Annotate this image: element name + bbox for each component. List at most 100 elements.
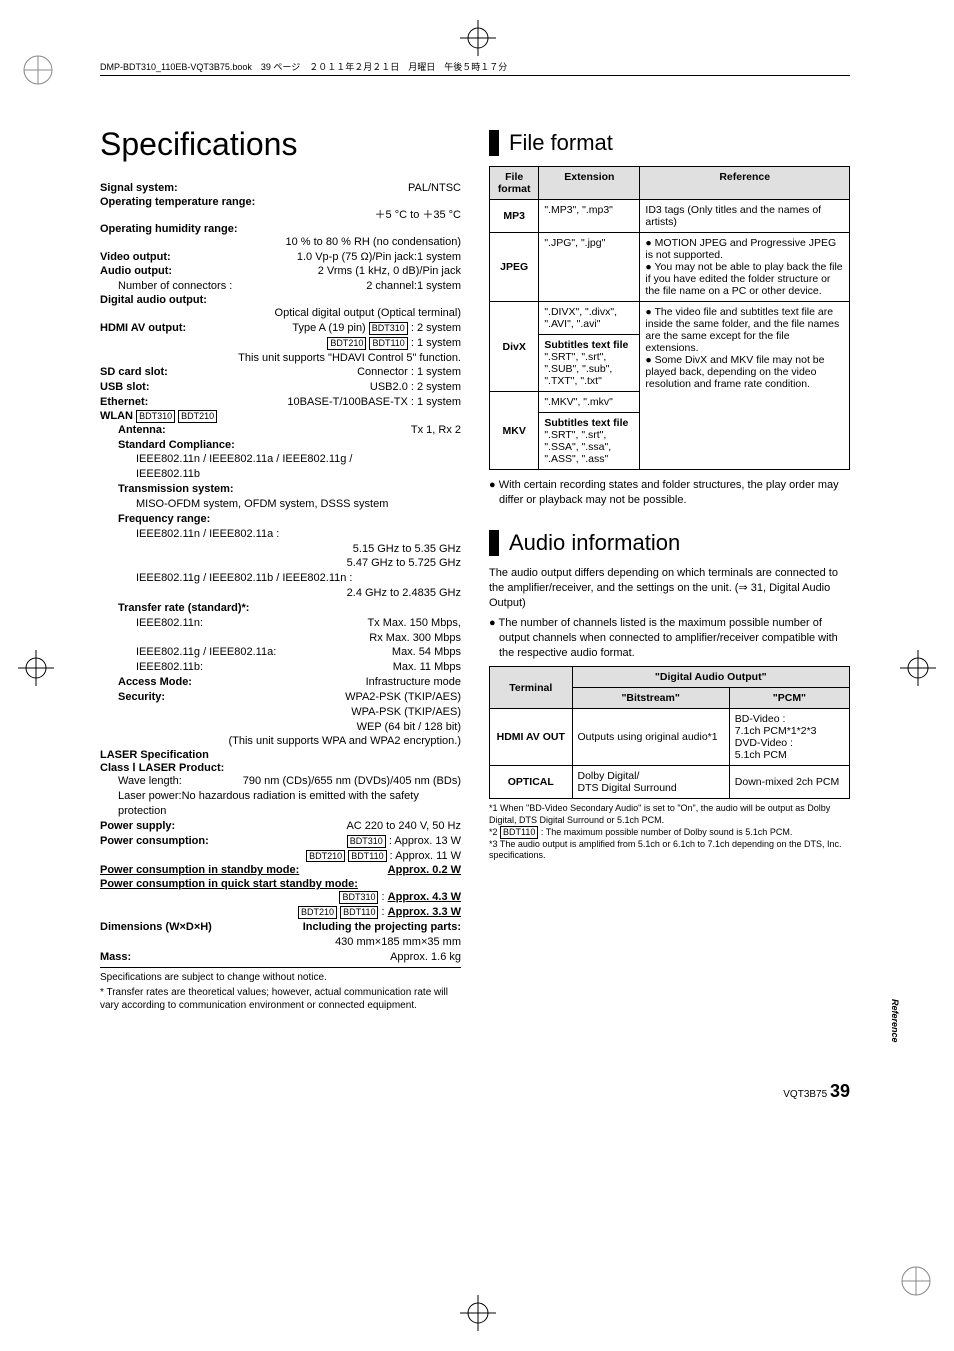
audio-out-label: Audio output: [100, 264, 172, 279]
ff-mkv-fmt: MKV [490, 392, 539, 470]
right-column: File format File format Extension Refere… [489, 126, 850, 1012]
trans-label: Transmission system: [100, 482, 461, 497]
model-bdt210: BDT210 [327, 337, 366, 350]
rate-11n-label: IEEE802.11n: [136, 616, 203, 631]
connectors-value: 2 channel:1 system [366, 279, 461, 294]
book-header: DMP-BDT310_110EB-VQT3B75.book 39 ページ ２０１… [100, 60, 850, 76]
rate-11b-value: Max. 11 Mbps [393, 660, 461, 675]
dims-value2: 430 mm×185 mm×35 mm [100, 935, 461, 950]
section-tab: Reference [890, 999, 900, 1043]
rate-11ga-label: IEEE802.11g / IEEE802.11a: [136, 645, 276, 660]
standby-label: Power consumption in standby mode: [100, 863, 299, 878]
crop-mark-bottom [460, 1295, 496, 1331]
security-label: Security: [118, 690, 165, 705]
file-format-title: File format [489, 130, 850, 156]
power-cons-other: BDT210 BDT110 : Approx. 11 W [100, 849, 461, 864]
connectors-label: Number of connectors : [118, 279, 232, 294]
audio-th-pcm: "PCM" [729, 688, 849, 709]
signal-value: PAL/NTSC [408, 181, 461, 196]
ff-jpeg-ext: ".JPG", ".jpg" [539, 233, 640, 302]
change-notice: Specifications are subject to change wit… [100, 971, 461, 984]
audio-row1-bit: Outputs using original audio*1 [572, 709, 729, 766]
transfer-footnote: * Transfer rates are theoretical values;… [100, 986, 461, 1012]
freq-label: Frequency range: [100, 512, 461, 527]
ff-col1: File format [490, 167, 539, 200]
humidity-value: 10 % to 80 % RH (no condensation) [100, 235, 461, 250]
model-bdt310: BDT310 [136, 410, 175, 423]
ff-mkv-ext1: ".MKV", ".mkv" [539, 392, 640, 413]
laser-power: Laser power:No hazardous radiation is em… [100, 789, 461, 819]
crop-ornament-br [896, 1261, 936, 1301]
audio-title: Audio information [489, 530, 850, 556]
dims-value1: Including the projecting parts: [303, 920, 461, 935]
audio-row2-term: OPTICAL [490, 766, 573, 799]
audio-fn1: *1 When "BD-Video Secondary Audio" is se… [489, 803, 850, 826]
ff-mkv-ext2: Subtitles text file".SRT", ".srt", ".SSA… [539, 413, 640, 470]
audio-th-bitstream: "Bitstream" [572, 688, 729, 709]
mass-value: Approx. 1.6 kg [390, 950, 461, 965]
ff-mp3-fmt: MP3 [490, 200, 539, 233]
crop-ornament-tl [18, 50, 58, 90]
power-supply-value: AC 220 to 240 V, 50 Hz [346, 819, 461, 834]
eth-value: 10BASE-T/100BASE-TX : 1 system [287, 395, 461, 410]
crop-mark-right [900, 650, 936, 686]
audio-row1-pcm: BD-Video : 7.1ch PCM*1*2*3 DVD-Video : 5… [729, 709, 849, 766]
freq-line1: IEEE802.11n / IEEE802.11a : [100, 527, 461, 542]
ff-note: ● With certain recording states and fold… [489, 478, 850, 508]
freq-line2a: 2.4 GHz to 2.4835 GHz [100, 586, 461, 601]
antenna-label: Antenna: [118, 423, 166, 438]
hdmi-line1: Type A (19 pin) BDT310 : 2 system [292, 321, 461, 336]
model-bdt210: BDT210 [178, 410, 217, 423]
rate-11n-b: Rx Max. 300 Mbps [100, 631, 461, 646]
access-label: Access Mode: [118, 675, 192, 690]
audio-intro: The audio output differs depending on wh… [489, 566, 850, 612]
std-value2: IEEE802.11b [100, 467, 461, 482]
ff-divx-fmt: DivX [490, 302, 539, 392]
trans-value: MISO-OFDM system, OFDM system, DSSS syst… [100, 497, 461, 512]
laser-class-label: Class Ⅰ LASER Product: [100, 761, 461, 774]
rate-11n-a: Tx Max. 150 Mbps, [367, 616, 461, 631]
eth-label: Ethernet: [100, 395, 148, 410]
security-line3: WEP (64 bit / 128 bit) [100, 720, 461, 735]
quick-310: BDT310 : Approx. 4.3 W [100, 890, 461, 905]
quick-label: Power consumption in quick start standby… [100, 878, 461, 890]
hdmi-label: HDMI AV output: [100, 321, 186, 336]
specifications-column: Specifications Signal system:PAL/NTSC Op… [100, 126, 461, 1012]
ff-col3: Reference [640, 167, 850, 200]
power-cons-label: Power consumption: [100, 834, 209, 849]
standby-value: Approx. 0.2 W [388, 863, 461, 878]
security-note: (This unit supports WPA and WPA2 encrypt… [100, 734, 461, 749]
audio-fn3: *3 The audio output is amplified from 5.… [489, 839, 850, 862]
sd-value: Connector : 1 system [357, 365, 461, 380]
rate-11ga-value: Max. 54 Mbps [392, 645, 461, 660]
ff-jpeg-fmt: JPEG [490, 233, 539, 302]
access-value: Infrastructure mode [366, 675, 461, 690]
freq-line2: IEEE802.11g / IEEE802.11b / IEEE802.11n … [100, 571, 461, 586]
divider [100, 967, 461, 968]
quick-other: BDT210 BDT110 : Approx. 3.3 W [100, 905, 461, 920]
audio-table: Terminal "Digital Audio Output" "Bitstre… [489, 666, 850, 799]
video-out-label: Video output: [100, 250, 171, 265]
crop-mark-left [18, 650, 54, 686]
humidity-label: Operating humidity range: [100, 223, 461, 235]
std-value1: IEEE802.11n / IEEE802.11a / IEEE802.11g … [100, 452, 461, 467]
ff-divx-ext1: ".DIVX", ".divx", ".AVI", ".avi" [539, 302, 640, 335]
audio-fn2: *2 BDT110 : The maximum possible number … [489, 826, 850, 839]
main-title: Specifications [100, 126, 461, 163]
audio-th-terminal: Terminal [490, 667, 573, 709]
crop-mark-top [460, 20, 496, 56]
security-line2: WPA-PSK (TKIP/AES) [100, 705, 461, 720]
security-line1: WPA2-PSK (TKIP/AES) [345, 690, 461, 705]
audio-row1-term: HDMI AV OUT [490, 709, 573, 766]
ff-mp3-ref: ID3 tags (Only titles and the names of a… [640, 200, 850, 233]
std-label: Standard Compliance: [100, 438, 461, 453]
ff-jpeg-ref: ● MOTION JPEG and Progressive JPEG is no… [640, 233, 850, 302]
temp-value: ＋5 °C to ＋35 °C [100, 208, 461, 223]
rate-label: Transfer rate (standard)*: [100, 601, 461, 616]
temp-label: Operating temperature range: [100, 196, 461, 208]
usb-label: USB slot: [100, 380, 150, 395]
wlan-label: WLAN BDT310 BDT210 [100, 410, 461, 423]
video-out-value: 1.0 Vp-p (75 Ω)/Pin jack:1 system [297, 250, 461, 265]
ff-divx-mkv-ref: ● The video file and subtitles text file… [640, 302, 850, 470]
audio-row2-bit: Dolby Digital/ DTS Digital Surround [572, 766, 729, 799]
